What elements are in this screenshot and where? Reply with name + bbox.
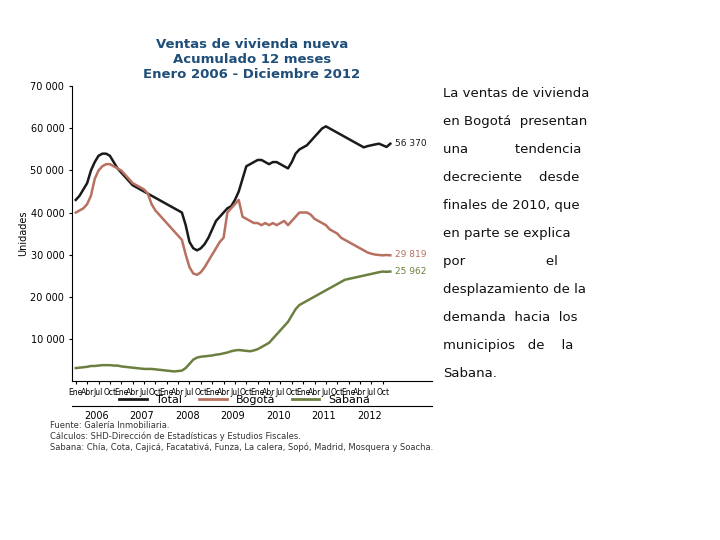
Text: en parte se explica: en parte se explica (443, 227, 570, 240)
Text: demanda  hacia  los: demanda hacia los (443, 311, 577, 324)
Text: desplazamiento de la: desplazamiento de la (443, 283, 586, 296)
Title: Ventas de vivienda nueva
Acumulado 12 meses
Enero 2006 - Diciembre 2012: Ventas de vivienda nueva Acumulado 12 me… (143, 38, 361, 81)
Text: una           tendencia: una tendencia (443, 143, 581, 156)
Text: decreciente    desde: decreciente desde (443, 171, 579, 184)
Text: finales de 2010, que: finales de 2010, que (443, 199, 580, 212)
Text: Fuente: Galería Inmobiliaria.
Cálculos: SHD-Dirección de Estadísticas y Estudios: Fuente: Galería Inmobiliaria. Cálculos: … (50, 421, 433, 452)
Text: 25 962: 25 962 (395, 267, 427, 276)
Legend: Total, Bogotá, Sabana: Total, Bogotá, Sabana (115, 390, 374, 409)
Text: Sabana.: Sabana. (443, 367, 497, 380)
Text: municipios   de    la: municipios de la (443, 339, 573, 352)
Text: por                   el: por el (443, 255, 558, 268)
Text: 29 819: 29 819 (395, 250, 427, 259)
Y-axis label: Unidades: Unidades (18, 211, 27, 256)
Text: 56 370: 56 370 (395, 139, 427, 148)
Text: en Bogotá  presentan: en Bogotá presentan (443, 115, 587, 128)
Text: Principales sectores
económicos: Principales sectores económicos (400, 16, 622, 57)
Text: La ventas de vivienda: La ventas de vivienda (443, 87, 589, 100)
